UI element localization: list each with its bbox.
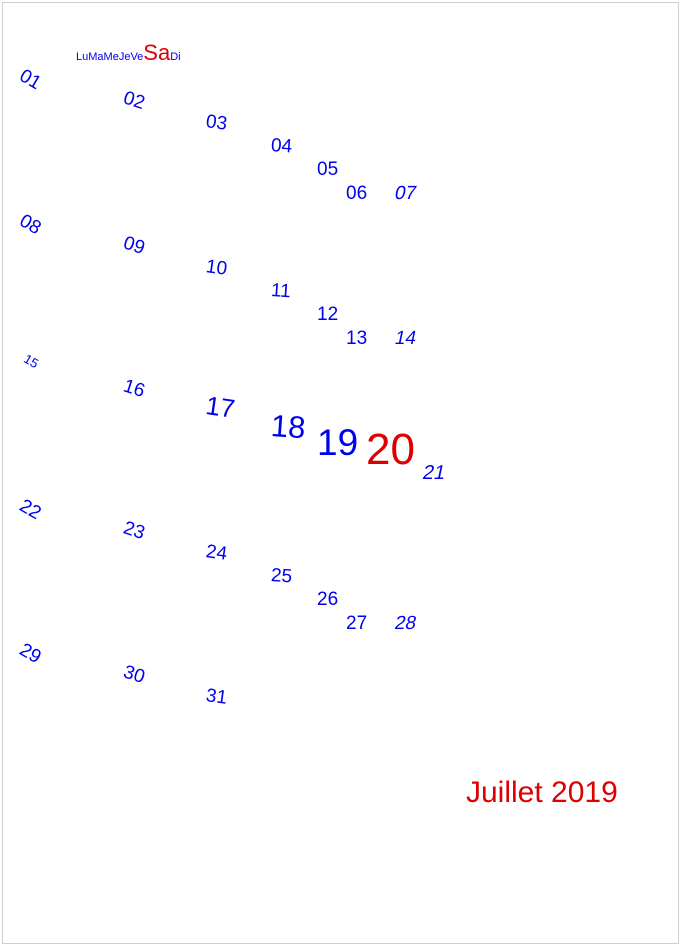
day-25: 25 xyxy=(270,565,293,588)
day-15: 15 xyxy=(21,351,42,372)
day-21: 21 xyxy=(420,462,448,484)
day-20: 20 xyxy=(366,425,415,474)
day-13: 13 xyxy=(346,328,368,349)
day-05: 05 xyxy=(317,159,339,180)
day-28: 28 xyxy=(392,613,419,634)
day-11: 11 xyxy=(270,280,292,303)
day-06: 06 xyxy=(346,183,368,204)
day-02: 02 xyxy=(120,87,148,115)
day-23: 23 xyxy=(120,517,148,545)
weekday-sat: Sa xyxy=(143,40,171,65)
day-27: 27 xyxy=(346,613,368,634)
day-12: 12 xyxy=(317,304,339,325)
day-24: 24 xyxy=(204,541,229,565)
weekday-header: LuMaMeJeVeSaDi xyxy=(76,40,181,66)
month-title: Juillet 2019 xyxy=(466,776,618,809)
weekday-sun: Di xyxy=(170,51,181,63)
day-18: 18 xyxy=(269,408,307,446)
weekday-thu: Je xyxy=(118,51,131,63)
weekday-tue: Ma xyxy=(88,51,104,63)
day-14: 14 xyxy=(392,328,419,349)
day-19: 19 xyxy=(317,422,359,463)
day-26: 26 xyxy=(317,589,339,610)
weekday-mon: Lu xyxy=(76,51,89,63)
day-17: 17 xyxy=(203,390,237,424)
day-08: 08 xyxy=(15,210,45,240)
day-03: 03 xyxy=(204,111,229,135)
day-09: 09 xyxy=(120,232,148,260)
day-10: 10 xyxy=(204,256,229,280)
day-31: 31 xyxy=(204,685,229,709)
day-29: 29 xyxy=(15,639,45,669)
day-07: 07 xyxy=(392,183,419,204)
weekday-fri: Ve xyxy=(130,51,144,63)
day-01: 01 xyxy=(15,65,45,95)
day-16: 16 xyxy=(120,375,148,403)
weekday-wed: Me xyxy=(103,51,119,63)
day-30: 30 xyxy=(120,661,148,689)
day-04: 04 xyxy=(270,135,293,158)
day-22: 22 xyxy=(15,495,45,525)
